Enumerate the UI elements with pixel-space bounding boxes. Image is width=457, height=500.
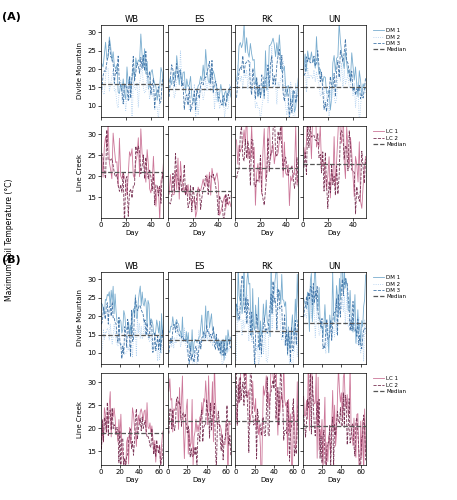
Legend: LC 1, LC 2, Median: LC 1, LC 2, Median [371, 374, 409, 396]
Legend: DM 1, DM 2, DM 3, Median: DM 1, DM 2, DM 3, Median [371, 273, 409, 302]
Y-axis label: Divide Mountain: Divide Mountain [77, 42, 83, 100]
Title: UN: UN [328, 15, 340, 24]
Y-axis label: Divide Mountain: Divide Mountain [77, 290, 83, 346]
Y-axis label: Line Creek: Line Creek [77, 400, 83, 438]
Title: UN: UN [328, 262, 340, 271]
X-axis label: Day: Day [192, 476, 206, 482]
Legend: LC 1, LC 2, Median: LC 1, LC 2, Median [371, 127, 409, 149]
X-axis label: Day: Day [260, 230, 274, 235]
X-axis label: Day: Day [192, 230, 206, 235]
X-axis label: Day: Day [327, 476, 341, 482]
Title: WB: WB [125, 262, 139, 271]
X-axis label: Day: Day [327, 230, 341, 235]
Text: Maximum Soil Temperature (°C): Maximum Soil Temperature (°C) [5, 179, 14, 301]
Title: WB: WB [125, 15, 139, 24]
Title: RK: RK [261, 262, 272, 271]
Text: (A): (A) [2, 12, 21, 22]
Legend: DM 1, DM 2, DM 3, Median: DM 1, DM 2, DM 3, Median [371, 26, 409, 54]
Y-axis label: Line Creek: Line Creek [77, 154, 83, 190]
Title: ES: ES [194, 15, 205, 24]
Title: RK: RK [261, 15, 272, 24]
Title: ES: ES [194, 262, 205, 271]
X-axis label: Day: Day [125, 476, 139, 482]
X-axis label: Day: Day [125, 230, 139, 235]
Text: (B): (B) [2, 255, 21, 265]
X-axis label: Day: Day [260, 476, 274, 482]
